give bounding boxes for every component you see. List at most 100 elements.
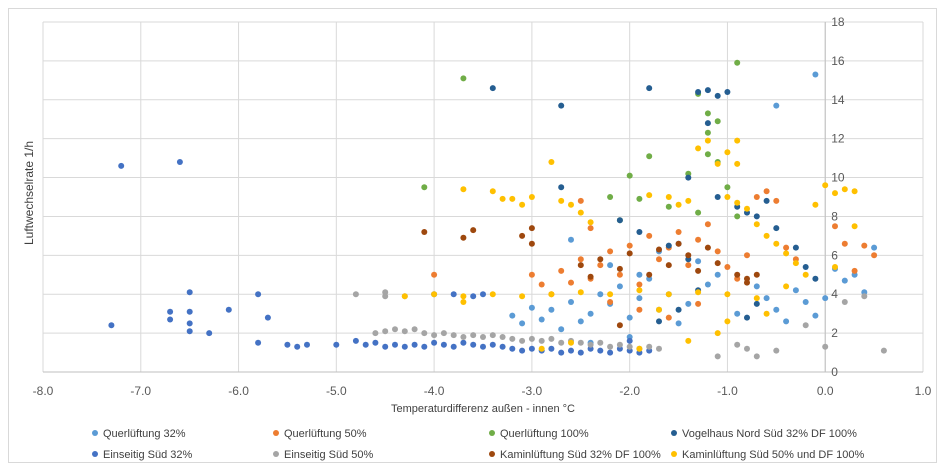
data-point xyxy=(802,271,809,278)
data-point xyxy=(538,281,545,288)
data-point xyxy=(656,246,662,253)
data-point xyxy=(206,330,213,337)
data-point xyxy=(724,291,731,298)
data-point xyxy=(401,343,408,350)
data-point xyxy=(714,353,721,360)
data-point xyxy=(460,75,467,82)
data-point xyxy=(607,343,614,350)
data-point xyxy=(255,291,262,298)
data-point xyxy=(470,341,477,348)
data-point xyxy=(626,337,633,344)
data-point xyxy=(558,349,565,356)
data-point xyxy=(724,264,731,270)
data-point xyxy=(695,236,702,243)
x-tick-label: -4.0 xyxy=(424,384,445,398)
data-point xyxy=(558,184,565,191)
data-point xyxy=(695,89,702,95)
data-point xyxy=(695,300,702,307)
data-point xyxy=(499,334,506,340)
data-point xyxy=(460,234,467,241)
data-point xyxy=(734,310,741,317)
data-point xyxy=(636,345,643,352)
data-point xyxy=(382,343,389,350)
data-point xyxy=(763,310,770,317)
data-point xyxy=(558,339,565,346)
data-point xyxy=(489,85,496,92)
data-point xyxy=(783,250,790,257)
y-tick-label: 0 xyxy=(831,365,838,379)
data-point xyxy=(401,293,408,300)
data-point xyxy=(597,262,604,269)
data-point xyxy=(519,293,526,300)
data-point xyxy=(695,145,702,152)
legend-marker xyxy=(671,430,677,436)
y-axis-title: Luftwechselrate 1/h xyxy=(22,141,36,245)
data-point xyxy=(577,318,584,325)
data-point xyxy=(626,343,633,350)
data-point xyxy=(607,349,614,356)
data-point xyxy=(167,316,174,323)
legend-label: Querlüftung 100% xyxy=(500,428,589,440)
data-point xyxy=(685,262,692,269)
data-point xyxy=(294,343,301,350)
data-point xyxy=(734,199,741,206)
data-point xyxy=(587,225,594,232)
data-point xyxy=(401,328,408,335)
data-point xyxy=(636,306,643,313)
data-point xyxy=(656,318,662,325)
x-tick-label: 0.0 xyxy=(817,384,834,398)
data-point xyxy=(509,312,516,319)
data-point xyxy=(568,339,574,346)
data-point xyxy=(499,195,506,202)
data-point xyxy=(841,299,848,305)
data-point xyxy=(577,349,584,356)
y-tick-label: 2 xyxy=(831,326,838,340)
y-tick-label: 4 xyxy=(831,287,838,301)
data-point xyxy=(704,87,711,94)
axes xyxy=(43,22,923,373)
data-point xyxy=(440,341,447,348)
legend-marker xyxy=(489,430,495,436)
data-point xyxy=(489,188,496,195)
data-point xyxy=(626,250,633,257)
data-point xyxy=(176,159,183,165)
data-point xyxy=(392,341,398,348)
data-point xyxy=(548,345,555,352)
data-point xyxy=(685,252,692,259)
data-point xyxy=(714,118,721,125)
data-point xyxy=(636,271,643,278)
data-point xyxy=(499,343,506,350)
data-point xyxy=(509,335,516,342)
data-point xyxy=(832,223,838,230)
data-point xyxy=(861,293,868,300)
data-point xyxy=(558,267,565,274)
data-point xyxy=(577,262,584,269)
data-point xyxy=(616,271,623,278)
data-point xyxy=(851,267,858,274)
data-point xyxy=(646,271,653,278)
data-point xyxy=(763,197,770,204)
data-point xyxy=(665,314,672,321)
y-tick-label: 10 xyxy=(831,171,845,185)
data-point xyxy=(646,232,653,239)
data-point xyxy=(656,256,662,263)
data-point xyxy=(577,197,584,204)
data-point xyxy=(597,339,604,346)
data-point xyxy=(763,188,770,195)
data-point xyxy=(871,244,878,251)
data-point xyxy=(186,308,193,315)
data-point xyxy=(753,271,760,278)
data-point xyxy=(587,341,594,348)
data-point xyxy=(802,322,809,329)
data-point xyxy=(480,291,486,298)
data-point xyxy=(519,347,526,354)
data-point xyxy=(636,195,643,202)
data-point xyxy=(577,256,584,263)
data-point xyxy=(695,209,702,216)
data-point xyxy=(822,182,829,189)
x-tick-label: -7.0 xyxy=(130,384,151,398)
data-point xyxy=(773,197,780,204)
x-tick-label: -6.0 xyxy=(228,384,249,398)
data-point xyxy=(372,330,379,337)
data-point xyxy=(538,337,545,344)
